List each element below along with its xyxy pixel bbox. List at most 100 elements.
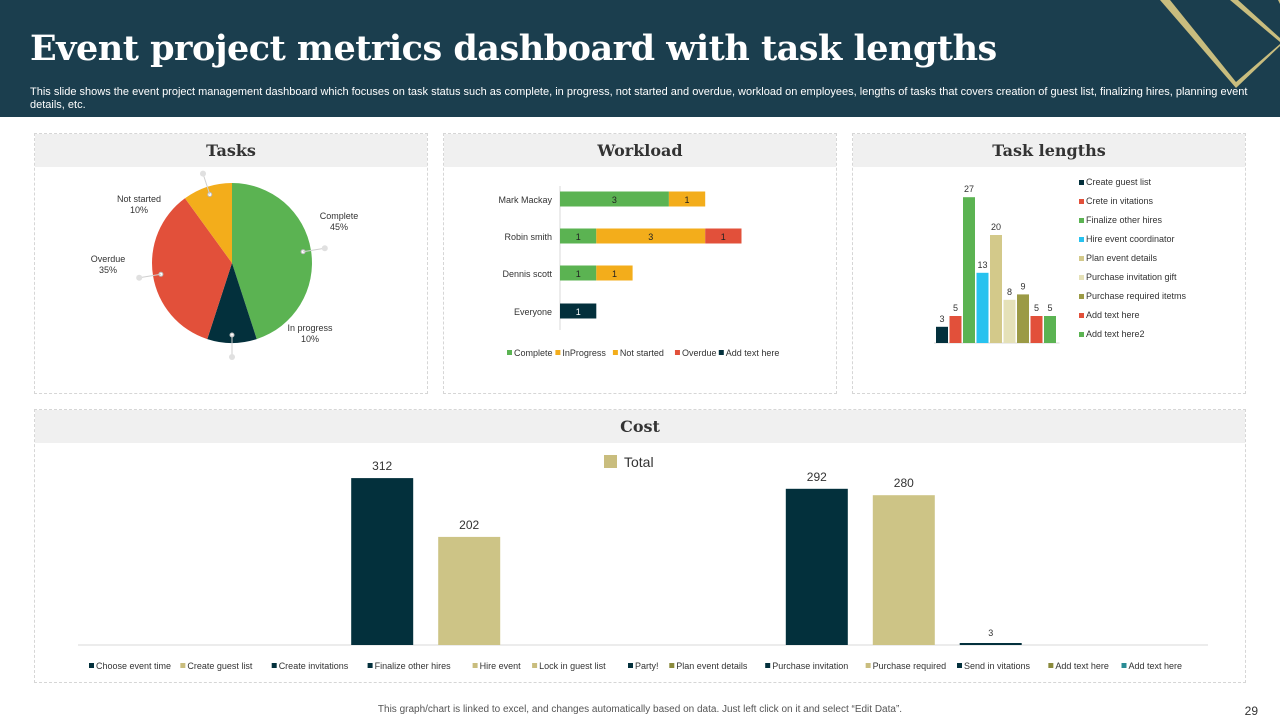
workload-bar-chart: Mark Mackay 3 1 Robin smith 1 3 1 Dennis scott 1… — [498, 186, 779, 358]
cost-bar-purchase-invitation — [785, 488, 848, 645]
pie-label-in-progress: In progress — [287, 323, 333, 333]
task-lengths-value-label: 8 — [1007, 287, 1012, 297]
task-lengths-bar-purchase-required-itetms — [1017, 294, 1029, 343]
task-lengths-bar-plan-event-details — [990, 235, 1002, 343]
cost-category-label-party: Party! — [635, 661, 659, 671]
task-lengths-legend-swatch-hire-event-coordinator — [1079, 237, 1084, 242]
cost-legend-swatch — [604, 455, 617, 468]
workload-panel: Workload Mark Mackay 3 1 Robin smith 1 3 1 Denn… — [443, 133, 837, 394]
task-lengths-legend-purchase-invitation-gift: Purchase invitation gift — [1086, 272, 1177, 282]
task-lengths-bar-add-text-here — [1030, 316, 1043, 343]
cost-category-label-create-guest-list: Create guest list — [187, 661, 253, 671]
task-lengths-panel: Task lengths 3 5 27 13 20 8 9 5 5 Create guest li… — [852, 133, 1246, 394]
workload-value-label: 1 — [721, 232, 726, 242]
workload-legend-complete: Complete — [514, 348, 553, 358]
workload-bar-mark-mackay-complete — [560, 191, 669, 207]
cost-legend-swatch-plan-event-details — [669, 663, 675, 668]
task-lengths-legend-swatch-add-text-here — [1079, 313, 1084, 318]
footer-note: This graph/chart is linked to excel, and… — [377, 704, 903, 715]
task-lengths-legend-finalize-other-hires: Finalize other hires — [1086, 215, 1163, 225]
task-lengths-legend-swatch-crete-in-vitations — [1079, 199, 1084, 204]
pie-slice-complete — [232, 183, 312, 340]
pie-leader-end — [136, 274, 143, 281]
cost-legend-swatch-add-text-here — [1121, 663, 1127, 668]
task-lengths-legend-add-text-here: Add text here — [1086, 310, 1140, 320]
cost-bar-chart: 312 202 292 280 3 Total Choose event time Creat… — [78, 454, 1208, 671]
task-lengths-bar-finalize-other-hires — [963, 197, 975, 343]
cost-legend-swatch-create-guest-list — [180, 663, 186, 668]
pie-label-complete: Complete — [320, 211, 359, 221]
workload-bar-everyone-add-text-here — [560, 303, 597, 319]
task-lengths-value-label: 27 — [964, 184, 974, 194]
cost-category-label-lock-in-guest-list: Lock in guest list — [539, 661, 606, 671]
task-lengths-legend-swatch-create-guest-list — [1079, 180, 1084, 185]
task-lengths-value-label: 20 — [991, 222, 1001, 232]
task-lengths-value-label: 9 — [1020, 281, 1025, 291]
cost-category-label-hire-event: Hire event — [480, 661, 522, 671]
workload-value-label: 1 — [576, 232, 581, 242]
cost-value-label: 280 — [894, 476, 914, 490]
tasks-title: Tasks — [35, 134, 427, 167]
task-lengths-value-label: 5 — [1034, 303, 1039, 313]
task-lengths-bar-create-guest-list — [936, 326, 948, 343]
cost-category-label-choose-event-time: Choose event time — [96, 661, 171, 671]
pie-leader-end — [321, 245, 328, 252]
workload-category-dennis-scott: Dennis scott — [502, 269, 552, 279]
cost-legend-swatch-add-text-here — [1048, 663, 1054, 668]
task-lengths-bar-add-text-here2 — [1044, 316, 1056, 343]
task-lengths-legend-purchase-required-itetms: Purchase required itetms — [1086, 291, 1187, 301]
workload-bar-dennis-scott-complete — [560, 265, 597, 281]
workload-value-label: 1 — [612, 269, 617, 279]
task-lengths-bar-crete-in-vitations — [949, 316, 962, 343]
task-lengths-legend-hire-event-coordinator: Hire event coordinator — [1086, 234, 1175, 244]
cost-category-label-send-in-vitations: Send in vitations — [964, 661, 1031, 671]
cost-category-label-purchase-required: Purchase required — [873, 661, 947, 671]
cost-legend-swatch-purchase-required — [865, 663, 871, 668]
pie-pct-complete: 45% — [330, 222, 348, 232]
task-lengths-value-label: 13 — [977, 260, 987, 270]
workload-legend-swatch-inprogress — [555, 350, 561, 355]
cost-bar-send-in-vitations — [959, 643, 1022, 645]
workload-legend-swatch-not-started — [612, 350, 618, 355]
task-lengths-title: Task lengths — [853, 134, 1245, 167]
cost-legend-swatch-lock-in-guest-list — [532, 663, 538, 668]
pie-leader-line — [202, 173, 211, 195]
pie-slice-not-started — [184, 183, 232, 263]
workload-legend-not-started: Not started — [620, 348, 664, 358]
task-lengths-legend-swatch-purchase-required-itetms — [1079, 294, 1084, 299]
cost-category-label-add-text-here: Add text here — [1055, 661, 1109, 671]
pie-leader-end — [229, 354, 235, 360]
cost-bar-purchase-required — [872, 495, 935, 645]
task-lengths-bar-purchase-invitation-gift — [1003, 299, 1016, 343]
workload-bar-robin-smith-complete — [560, 228, 597, 244]
cost-legend-swatch-create-invitations — [271, 663, 277, 668]
workload-bar-mark-mackay-not-started — [668, 191, 706, 207]
header-banner: Event project metrics dashboard with tas… — [0, 0, 1280, 117]
pie-leader-line — [139, 273, 161, 279]
task-lengths-legend-swatch-plan-event-details — [1079, 256, 1084, 261]
workload-legend-inprogress: InProgress — [562, 348, 606, 358]
tasks-panel: Tasks Complete 45% In progress 10% Overdue 35… — [34, 133, 428, 394]
workload-category-robin-smith: Robin smith — [504, 232, 552, 242]
workload-legend-swatch-overdue — [674, 350, 680, 355]
workload-legend-overdue: Overdue — [682, 348, 717, 358]
task-lengths-legend-swatch-purchase-invitation-gift — [1079, 275, 1084, 280]
task-lengths-bar-hire-event-coordinator — [976, 272, 989, 343]
pie-slice-in-progress — [207, 263, 257, 343]
task-lengths-legend-crete-in-vitations: Crete in vitations — [1086, 196, 1154, 206]
cost-bar-finalize-other-hires — [351, 478, 414, 645]
workload-bar-robin-smith-overdue — [705, 228, 742, 244]
cost-category-label-finalize-other-hires: Finalize other hires — [375, 661, 452, 671]
pie-leader-end — [200, 170, 206, 177]
cost-legend-swatch-finalize-other-hires — [367, 663, 373, 668]
workload-legend-swatch-complete — [507, 350, 512, 355]
cost-value-label: 312 — [372, 459, 392, 473]
task-lengths-legend-swatch-finalize-other-hires — [1079, 218, 1084, 223]
task-lengths-value-label: 5 — [1047, 303, 1052, 313]
pie-pct-overdue: 35% — [99, 265, 117, 275]
workload-value-label: 3 — [648, 232, 653, 242]
cost-legend-label: Total — [624, 454, 654, 470]
cost-panel: Cost 312 202 292 280 3 Total Choose event time… — [34, 409, 1246, 683]
cost-bar-hire-event — [438, 536, 501, 645]
